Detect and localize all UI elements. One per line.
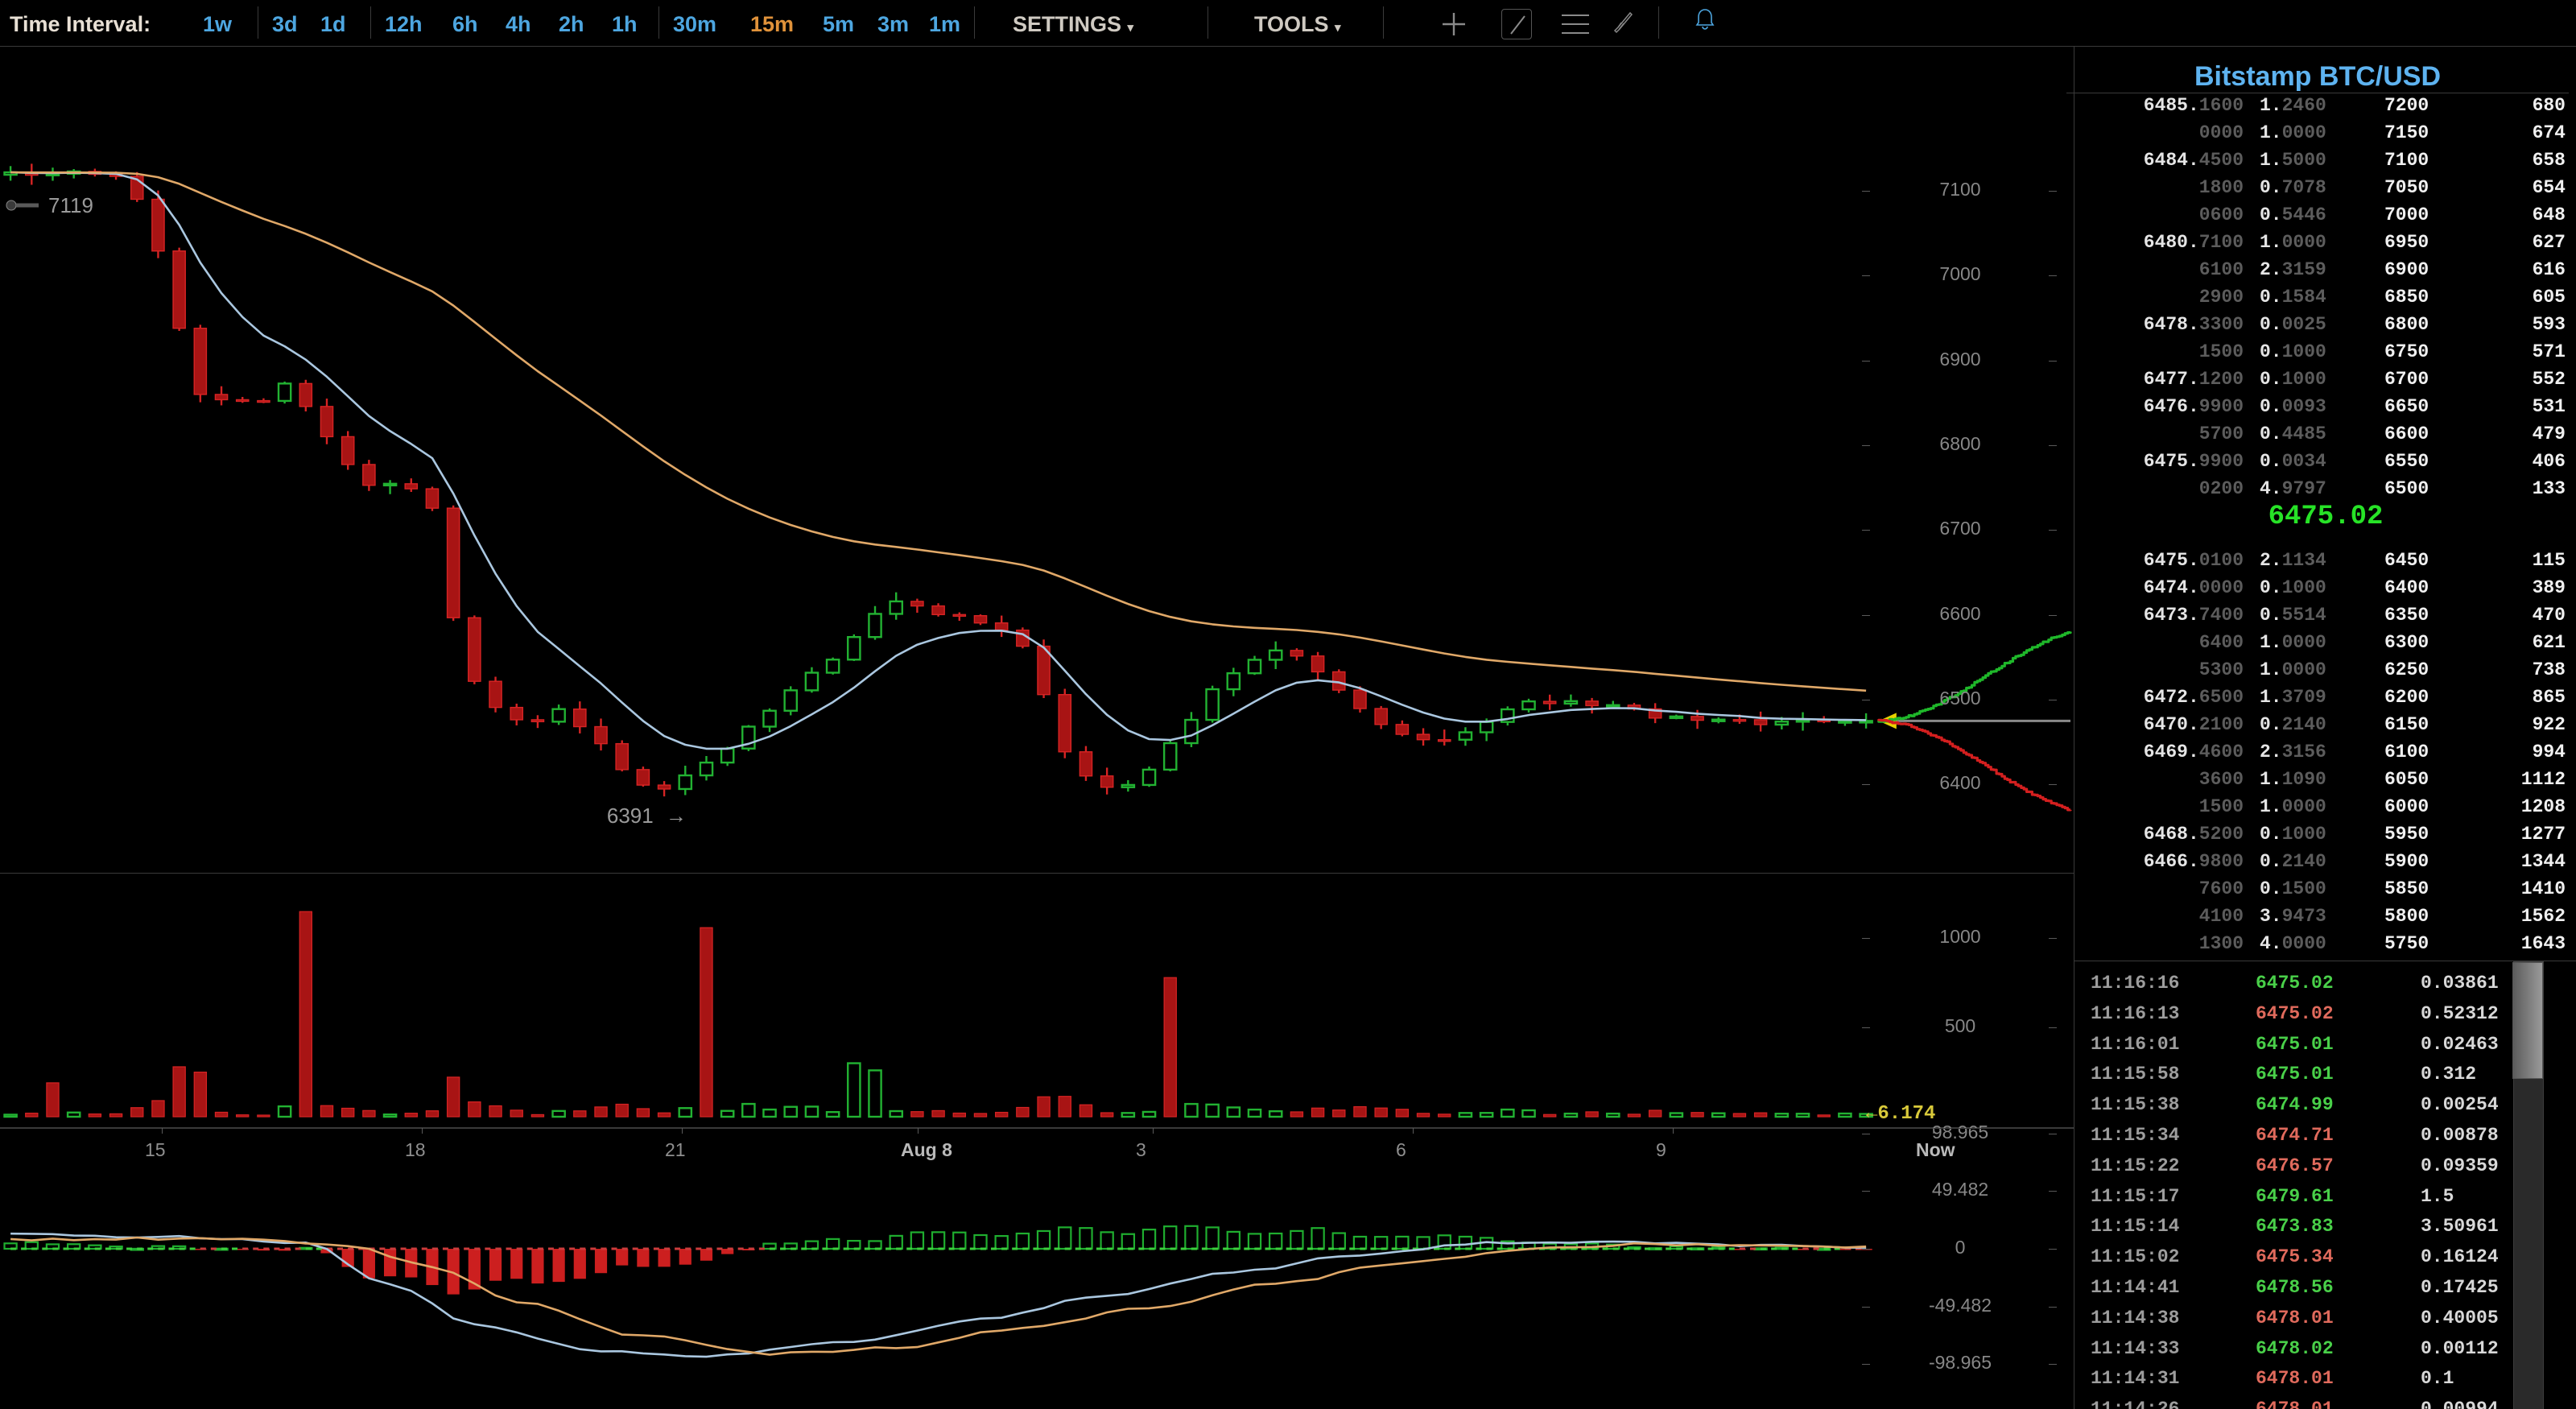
svg-text:7119: 7119 xyxy=(48,193,93,217)
svg-text:6391: 6391 xyxy=(607,804,654,828)
svg-text:→: → xyxy=(666,804,687,828)
